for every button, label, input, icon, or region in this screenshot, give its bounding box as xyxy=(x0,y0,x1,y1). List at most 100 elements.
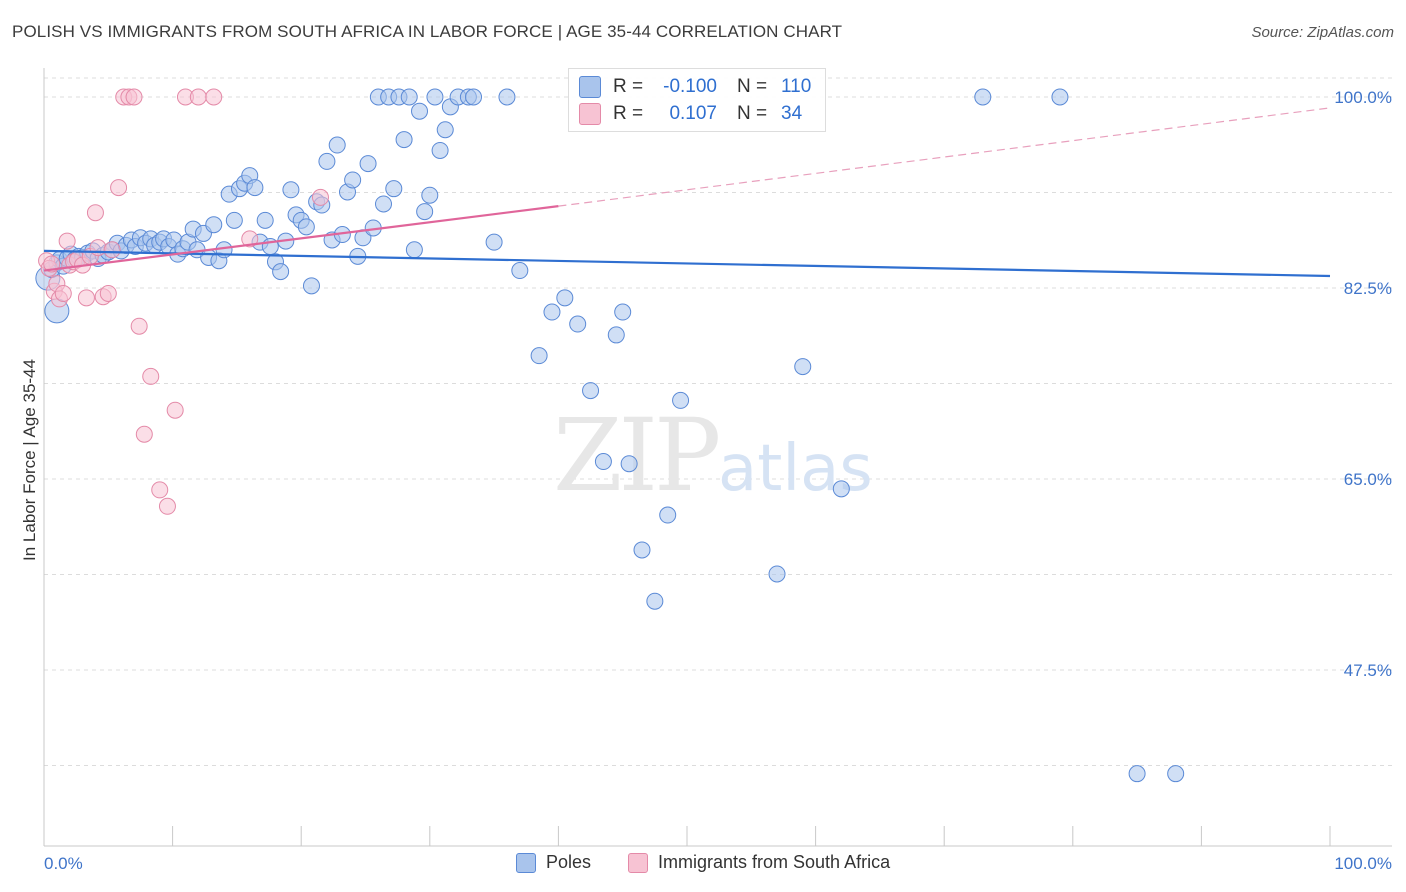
poles-point xyxy=(416,203,434,221)
poles-point xyxy=(582,382,600,400)
poles-point xyxy=(511,262,529,280)
poles-point xyxy=(375,195,393,213)
legend-swatch-poles xyxy=(516,852,536,873)
legend: Poles Immigrants from South Africa xyxy=(0,850,1406,878)
poles-point xyxy=(359,155,377,173)
immigrants-point xyxy=(125,88,143,106)
source-label: Source: ZipAtlas.com xyxy=(1251,24,1394,41)
legend-item-immigrants[interactable]: Immigrants from South Africa xyxy=(628,852,890,873)
legend-item-poles[interactable]: Poles xyxy=(516,852,591,873)
immigrants-point xyxy=(103,241,121,259)
y-tick-label: 82.5% xyxy=(1344,279,1392,298)
poles-point xyxy=(436,121,454,139)
poles-point xyxy=(569,315,587,333)
poles-point xyxy=(620,455,638,473)
legend-swatch-immigrants xyxy=(628,852,648,873)
immigrants-point xyxy=(241,230,259,248)
n-label: N = xyxy=(737,103,768,124)
immigrants-point xyxy=(189,88,207,106)
poles-point xyxy=(431,141,449,159)
poles-point xyxy=(672,391,690,409)
immigrants-point xyxy=(158,497,176,515)
immigrants-point xyxy=(130,317,148,335)
r-value: -0.100 xyxy=(663,76,717,97)
x-tick-label-min: 0.0% xyxy=(44,854,83,873)
y-tick-label: 100.0% xyxy=(1334,88,1392,107)
immigrants-point xyxy=(110,179,128,197)
poles-point xyxy=(794,358,812,376)
poles-point xyxy=(256,211,274,229)
poles-point xyxy=(1051,88,1069,106)
poles-point xyxy=(272,263,290,281)
stats-swatch-poles xyxy=(579,76,601,98)
n-label: N = xyxy=(737,76,768,97)
grid-layer xyxy=(44,77,1392,766)
poles-point xyxy=(498,88,516,106)
poles-point xyxy=(411,102,429,120)
poles-point xyxy=(282,181,300,199)
r-label: R = xyxy=(613,76,644,97)
poles-point xyxy=(659,506,677,524)
tick-label-layer: 47.5% 65.0% 82.5% 100.0% 0.0% 100.0% xyxy=(44,88,1392,873)
immigrants-point xyxy=(151,481,169,499)
poles-point xyxy=(614,303,632,321)
immigrants-trend-line xyxy=(43,205,559,272)
y-tick-label: 47.5% xyxy=(1344,661,1392,680)
y-axis-label: In Labor Force | Age 35-44 xyxy=(20,359,39,561)
y-tick-label: 65.0% xyxy=(1344,470,1392,489)
poles-point xyxy=(543,303,561,321)
poles-point xyxy=(646,592,664,610)
poles-point xyxy=(302,277,320,295)
immigrants-point xyxy=(166,401,184,419)
legend-label-immigrants: Immigrants from South Africa xyxy=(658,852,891,872)
axes-layer xyxy=(43,68,1392,847)
poles-point xyxy=(974,88,992,106)
poles-point xyxy=(385,180,403,198)
poles-point xyxy=(485,233,503,251)
immigrants-point xyxy=(54,284,72,302)
n-value: 110 xyxy=(781,76,812,97)
immigrants-point xyxy=(77,289,95,307)
poles-point xyxy=(633,541,651,559)
immigrants-point xyxy=(99,284,117,302)
r-value: 0.107 xyxy=(669,103,717,124)
poles-point xyxy=(344,171,362,189)
poles-point xyxy=(328,136,346,154)
poles-point xyxy=(205,216,223,234)
poles-point xyxy=(225,211,243,229)
poles-point xyxy=(426,88,444,106)
y-axis-label-wrap: In Labor Force | Age 35-44 xyxy=(18,330,42,590)
watermark-atlas: atlas xyxy=(718,432,873,506)
immigrants-point xyxy=(86,204,104,222)
poles-point xyxy=(246,179,264,197)
stats-row-immigrants: R = 0.107 N = 34 xyxy=(579,100,802,128)
immigrants-point xyxy=(135,425,153,443)
poles-point xyxy=(556,289,574,307)
poles-point xyxy=(405,241,423,259)
immigrants-point xyxy=(89,239,107,257)
poles-point xyxy=(318,152,336,170)
chart-title: POLISH VS IMMIGRANTS FROM SOUTH AFRICA I… xyxy=(12,22,843,41)
legend-label-poles: Poles xyxy=(546,852,592,872)
poles-point xyxy=(607,326,625,344)
watermark-zip: ZIP xyxy=(553,397,718,514)
r-label: R = xyxy=(613,103,644,124)
immigrants-point xyxy=(142,367,160,385)
poles-trend-line xyxy=(43,249,1331,278)
poles-point xyxy=(421,186,439,204)
stats-row-poles: R = -0.100 N = 110 xyxy=(579,73,811,101)
stats-swatch-immigrants xyxy=(579,103,601,125)
immigrants-point xyxy=(58,232,76,250)
poles-point xyxy=(297,218,315,236)
poles-point xyxy=(530,347,548,365)
poles-point xyxy=(768,565,786,583)
immigrants-point xyxy=(311,188,329,206)
poles-point xyxy=(832,480,850,498)
poles-point xyxy=(465,88,483,106)
stats-box: R = -0.100 N = 110 R = 0.107 N = 34 xyxy=(568,68,826,132)
x-tick-label-max: 100.0% xyxy=(1334,854,1392,873)
poles-point xyxy=(1128,765,1146,783)
poles-point xyxy=(1167,765,1185,783)
n-value: 34 xyxy=(781,103,803,124)
